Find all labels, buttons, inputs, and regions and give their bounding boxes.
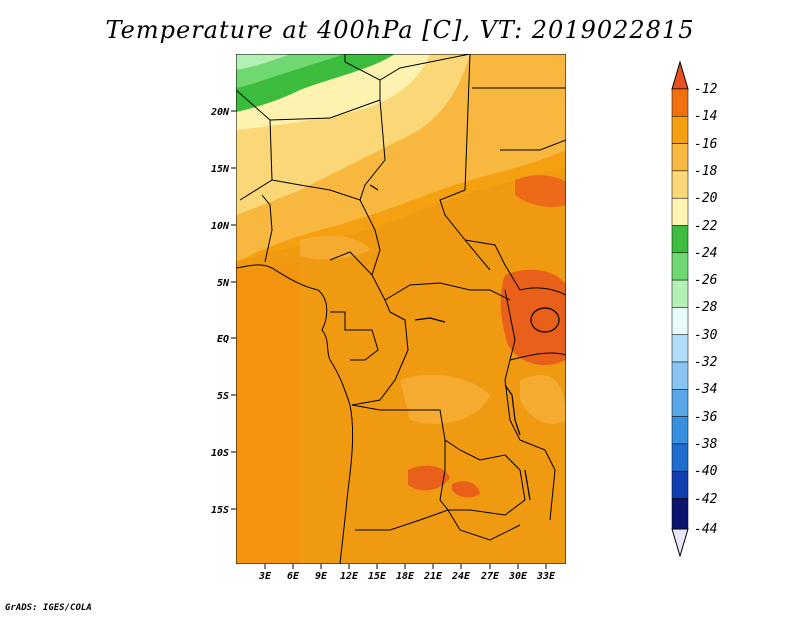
colorbar: -12 -14 -16 -18 -20 -22 -24 -26 -28 -30 …	[671, 60, 718, 558]
lat-label: 5N	[217, 278, 230, 289]
colorbar-label: -40	[694, 464, 718, 479]
lon-label: 33E	[536, 571, 556, 582]
lat-label: 15N	[211, 164, 230, 175]
lakes	[369, 184, 560, 501]
field-minus-14-west	[236, 262, 300, 564]
colorbar-swatch	[671, 361, 689, 390]
lon-label: 9E	[315, 571, 328, 582]
field-patch-b	[300, 235, 370, 260]
colorbar-bottom-arrow	[671, 528, 689, 558]
colorbar-label: -16	[694, 137, 718, 152]
lat-label: 5S	[217, 391, 229, 402]
colorbar-swatch	[671, 416, 689, 445]
colorbar-swatch	[671, 197, 689, 226]
field-minus-28	[236, 54, 290, 70]
colorbar-label: -32	[694, 355, 718, 370]
colorbar-swatch	[671, 170, 689, 199]
colorbar-swatch	[671, 334, 689, 363]
lat-label: 20N	[210, 107, 230, 118]
colorbar-swatch	[671, 498, 689, 530]
colorbar-swatch	[671, 88, 689, 117]
lat-labels: 20N 15N 10N 5N EQ 5S 10S 15S	[210, 107, 230, 516]
lon-label: 21E	[423, 571, 443, 582]
colorbar-label: -34	[694, 382, 717, 397]
colorbar-label: -14	[694, 109, 717, 124]
colorbar-label: -44	[694, 522, 717, 537]
colorbar-top-arrow	[671, 60, 689, 90]
lon-label: 15E	[368, 571, 387, 582]
colorbar-swatch	[671, 143, 689, 172]
lat-label: EQ	[217, 334, 229, 345]
field-minus-12-north	[515, 175, 566, 207]
colorbar-swatch	[671, 279, 689, 308]
colorbar-label: -12	[694, 82, 718, 97]
colorbar-swatch	[671, 389, 689, 417]
lon-label: 3E	[258, 571, 272, 582]
colorbar-swatch	[671, 470, 689, 499]
lon-label: 24E	[451, 571, 471, 582]
field-patch-a	[400, 375, 490, 424]
colorbar-swatch	[671, 225, 689, 254]
colorbar-label: -20	[694, 191, 718, 206]
field-patch-c	[520, 375, 566, 424]
grads-credit: GrADS: IGES/COLA	[5, 603, 92, 613]
colorbar-label: -24	[694, 246, 717, 261]
colorbar-swatch	[671, 443, 689, 472]
colorbar-label: -38	[694, 437, 718, 452]
colorbar-label: -22	[694, 219, 718, 234]
colorbar-swatch	[671, 307, 689, 335]
lon-label: 30E	[508, 571, 528, 582]
colorbar-label: -36	[694, 410, 718, 425]
colorbar-swatch	[671, 116, 689, 144]
lon-label: 27E	[480, 571, 500, 582]
lat-label: 10S	[211, 448, 229, 459]
field-minus-12-south	[408, 465, 450, 491]
lon-label: 12E	[340, 571, 359, 582]
field-minus-12-east	[500, 269, 566, 365]
lat-label: 15S	[211, 505, 229, 516]
field-minus-12-south2	[452, 481, 480, 498]
colorbar-label: -28	[694, 300, 718, 315]
colorbar-label: -30	[694, 328, 718, 343]
lat-ticks	[231, 110, 236, 510]
colorbar-label: -42	[694, 492, 718, 507]
lat-label: 10N	[211, 221, 230, 232]
colorbar-label: -18	[694, 164, 718, 179]
map-title: Temperature at 400hPa [C], VT: 201902281…	[105, 16, 695, 44]
lon-ticks	[264, 564, 547, 569]
country-borders	[236, 54, 566, 564]
colorbar-swatch	[671, 252, 689, 281]
lon-labels: 3E 6E 9E 12E 15E 18E 21E 24E 27E 30E 33E	[258, 571, 556, 582]
colorbar-label: -26	[694, 273, 718, 288]
lon-label: 6E	[287, 571, 300, 582]
lon-label: 18E	[396, 571, 415, 582]
temperature-field	[236, 54, 566, 564]
